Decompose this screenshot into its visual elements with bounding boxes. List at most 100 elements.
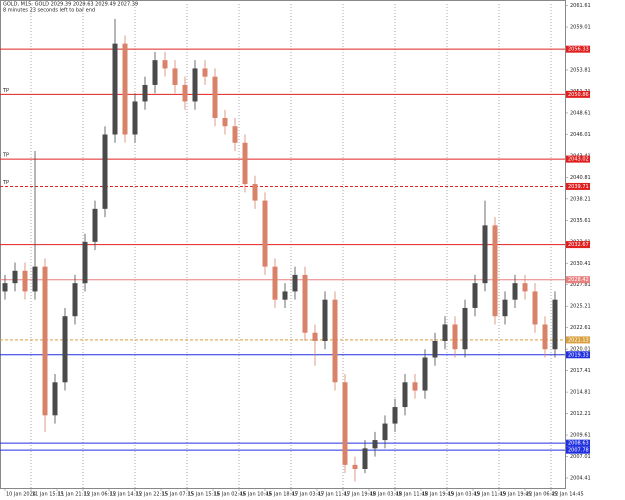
y-tick-label: 2053.81 <box>570 67 591 73</box>
x-tick-label: 15 Jan 07:15 <box>162 492 194 498</box>
y-tick-label: 2048.61 <box>570 110 591 116</box>
candle-body <box>352 464 358 470</box>
y-tick-label: 2014.81 <box>570 390 591 396</box>
y-tick-label: 2059.01 <box>570 25 591 31</box>
x-tick-label: 10 Jan 2024 <box>6 492 36 498</box>
level-price-box <box>566 182 590 190</box>
candle-body <box>82 241 88 284</box>
candle-body <box>432 340 438 358</box>
candle-body <box>222 117 228 127</box>
candle-body <box>172 68 178 85</box>
level-price-label: 2032.67 <box>568 242 589 248</box>
level-label: TP <box>2 153 9 159</box>
candle-body <box>332 299 338 383</box>
x-tick-label: 12 Jan 14:15 <box>110 492 142 498</box>
x-tick-label: 22 Jan 14:45 <box>552 492 584 498</box>
level-label: TP <box>2 180 9 186</box>
candle-body <box>272 266 278 300</box>
candle-body <box>22 270 28 292</box>
candle-body <box>502 299 508 317</box>
x-tick-label: 19 Jan 03:45 <box>448 492 480 498</box>
candle-body <box>532 291 538 325</box>
x-tick-label: 18 Jan 03:45 <box>370 492 402 498</box>
level-price-label: 2021.13 <box>568 337 589 343</box>
candle-body <box>552 299 558 350</box>
level-price-box <box>566 155 590 163</box>
candle-body <box>382 423 388 441</box>
level-label: TP <box>2 88 9 94</box>
x-tick-label: 17 Jan 19:45 <box>344 492 376 498</box>
candle-body <box>482 225 488 284</box>
candle-body <box>292 274 298 292</box>
candle-body <box>252 184 258 201</box>
candle-body <box>2 283 8 292</box>
candle-body <box>412 382 418 391</box>
level-price-box <box>566 351 590 359</box>
x-tick-label: 22 Jan 06:45 <box>526 492 558 498</box>
candle-body <box>112 43 118 135</box>
level-price-box <box>566 45 590 53</box>
candle-body <box>442 324 448 341</box>
x-tick-label: 18 Jan 19:45 <box>422 492 454 498</box>
y-tick-label: 2040.81 <box>570 175 591 181</box>
candle-body <box>92 208 98 242</box>
candle-body <box>192 68 198 102</box>
candle-body <box>102 134 108 209</box>
x-tick-label: 18 Jan 11:45 <box>396 492 428 498</box>
candle-body <box>322 299 328 341</box>
level-price-label: 2039.71 <box>568 184 589 190</box>
candle-body <box>72 283 78 317</box>
level-price-box <box>566 276 590 284</box>
x-tick-label: 11 Jan 21:15 <box>58 492 90 498</box>
y-tick-label: 2020.01 <box>570 347 591 353</box>
y-tick-label: 2007.01 <box>570 454 591 460</box>
x-tick-label: 19 Jan 11:45 <box>474 492 506 498</box>
candle-body <box>132 101 138 135</box>
candle-body <box>142 84 148 102</box>
level-price-box <box>566 439 590 447</box>
x-tick-label: 16 Jan 10:45 <box>240 492 272 498</box>
candle-body <box>152 60 158 85</box>
candle-body <box>282 291 288 300</box>
chart-title: GOLD, M15: GOLD 2029.39 2029.63 2029.49 … <box>3 2 138 8</box>
x-tick-label: 11 Jan 15:15 <box>32 492 64 498</box>
candle-body <box>372 440 378 449</box>
candle-body <box>402 382 408 408</box>
candle-body <box>362 448 368 470</box>
candle-body <box>392 407 398 424</box>
x-tick-label: 15 Jan 15:15 <box>188 492 220 498</box>
candle-body <box>522 283 528 292</box>
level-price-box <box>566 90 590 98</box>
level-price-label: 2008.63 <box>568 441 589 447</box>
y-tick-label: 2012.21 <box>570 411 591 417</box>
candle-body <box>262 200 268 267</box>
level-price-label: 2050.86 <box>568 92 589 98</box>
level-price-label: 2043.02 <box>568 157 589 163</box>
candle-body <box>312 332 318 341</box>
candle-body <box>472 283 478 308</box>
y-tick-label: 2009.61 <box>570 433 591 439</box>
candle-body <box>462 307 468 350</box>
level-price-label: 2007.78 <box>568 448 589 454</box>
y-tick-label: 2030.41 <box>570 261 591 267</box>
candle-body <box>212 76 218 118</box>
candle-body <box>52 382 58 416</box>
candle-body <box>342 382 348 465</box>
y-tick-label: 2017.41 <box>570 368 591 374</box>
chart-subtitle: 8 minutes 23 seconds left to bar end <box>3 8 95 14</box>
candle-body <box>202 68 208 77</box>
x-tick-label: 17 Jan 11:45 <box>318 492 350 498</box>
y-tick-label: 2046.01 <box>570 132 591 138</box>
x-tick-label: 16 Jan 02:45 <box>214 492 246 498</box>
candle-body <box>12 270 18 284</box>
candle-body <box>62 316 68 383</box>
level-price-box <box>566 241 590 249</box>
x-tick-label: 17 Jan 03:45 <box>292 492 324 498</box>
y-tick-label: 2035.61 <box>570 218 591 224</box>
candle-body <box>452 324 458 350</box>
y-tick-label: 2022.61 <box>570 325 591 331</box>
level-price-label: 2028.42 <box>568 277 589 283</box>
candle-body <box>162 60 168 69</box>
